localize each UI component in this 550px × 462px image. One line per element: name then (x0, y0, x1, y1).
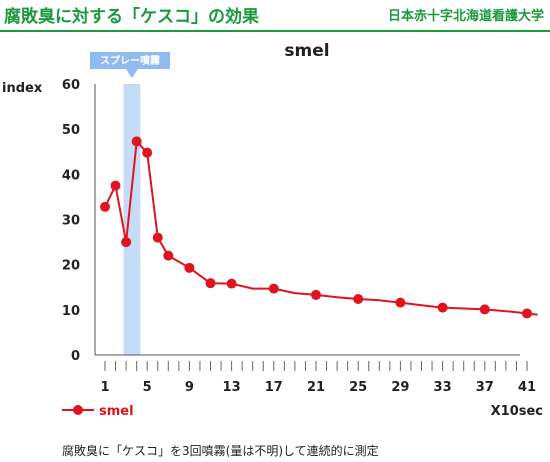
header-divider (0, 30, 550, 32)
y-tick-label: 0 (71, 349, 80, 364)
y-tick-label: 10 (62, 304, 80, 319)
data-point (110, 180, 121, 191)
data-point (226, 278, 237, 289)
spray-label-box (90, 52, 170, 69)
data-point (142, 147, 153, 158)
data-point (268, 283, 279, 294)
spray-label-pointer (125, 69, 138, 78)
organization-name: 日本赤十字北海道看護大学 (387, 9, 544, 24)
data-point (205, 278, 216, 289)
data-points (100, 136, 532, 319)
header: 腐敗臭に対する「ケスコ」の効果 日本赤十字北海道看護大学 (0, 0, 550, 30)
data-point (479, 304, 490, 315)
x-tick-label: 17 (265, 380, 283, 395)
page-title: 腐敗臭に対する「ケスコ」の効果 (4, 7, 259, 27)
chart-caption: 腐敗臭に「ケスコ」を3回噴霧(量は不明)して連続的に測定 (62, 444, 379, 458)
spray-band (123, 84, 141, 355)
data-point (163, 250, 174, 261)
data-point (522, 308, 532, 319)
legend-marker (73, 405, 83, 415)
data-point (184, 262, 195, 273)
x-axis-label: X10sec (491, 404, 543, 419)
x-tick-label: 41 (518, 380, 536, 395)
x-tick-label: 5 (143, 380, 152, 395)
x-tick-label: 25 (349, 380, 367, 395)
x-tick-labels: 1 5 9 13 17 21 25 29 33 37 41 (100, 380, 536, 395)
data-point (121, 237, 132, 248)
y-tick-label: 40 (62, 168, 80, 183)
y-tick-label: 20 (62, 259, 80, 274)
chart-title: smel (284, 41, 329, 61)
data-point (131, 136, 142, 147)
data-point (437, 302, 448, 313)
line-chart: スプレー噴霧 smel index 0 10 20 30 40 50 60 1 5 9 13 17 2… (2, 41, 543, 419)
x-tick-label: 33 (434, 380, 452, 395)
data-point (395, 297, 406, 308)
x-tick-label: 21 (307, 380, 325, 395)
x-tick-label: 9 (185, 380, 194, 395)
x-tick-label: 29 (391, 380, 409, 395)
series-line-smel (104, 139, 538, 316)
data-point (353, 293, 364, 304)
y-tick-label: 50 (62, 123, 80, 138)
legend-label-smel: smel (99, 404, 134, 419)
y-tick-label: 60 (62, 78, 80, 93)
x-minor-ticks (104, 361, 528, 371)
data-point (152, 232, 163, 243)
y-axis-label: index (2, 81, 43, 96)
data-point (100, 201, 110, 212)
x-tick-label: 13 (223, 380, 241, 395)
x-tick-label: 1 (100, 380, 109, 395)
spray-label: スプレー噴霧 (100, 54, 161, 67)
y-tick-label: 30 (62, 214, 80, 229)
y-tick-labels: 0 10 20 30 40 50 60 (62, 78, 80, 364)
x-tick-label: 37 (476, 380, 494, 395)
data-point (311, 289, 321, 300)
